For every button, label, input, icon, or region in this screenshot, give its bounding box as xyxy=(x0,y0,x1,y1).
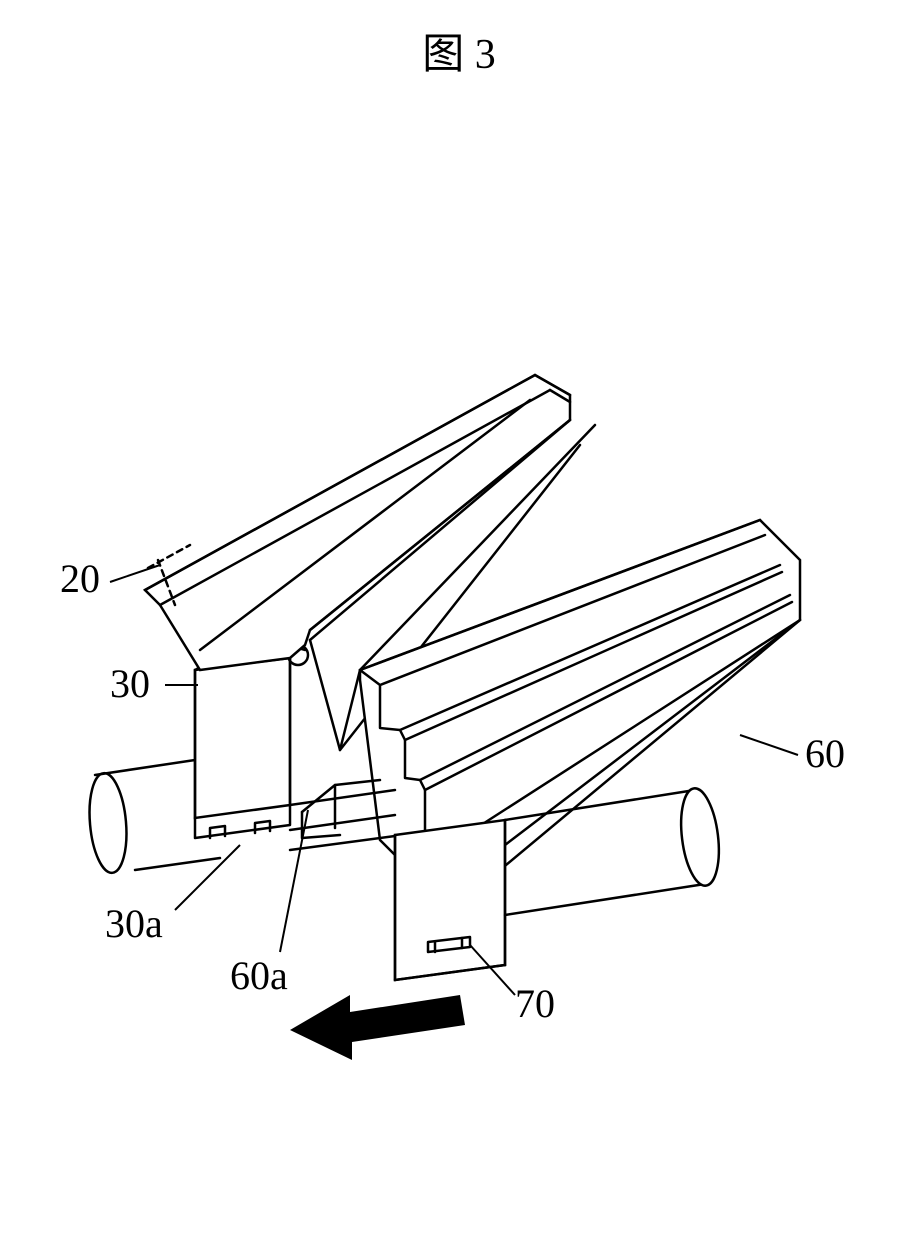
patent-figure-diagram: 20 30 30a 60a 60 70 xyxy=(40,340,870,1120)
figure-title: 图 3 xyxy=(422,20,496,81)
label-30: 30 xyxy=(110,660,150,707)
panel-60 xyxy=(360,520,800,881)
label-60: 60 xyxy=(805,730,845,777)
label-70: 70 xyxy=(515,980,555,1027)
channel-60a xyxy=(302,780,380,838)
diagram-svg xyxy=(40,340,870,1120)
direction-arrow xyxy=(290,995,465,1060)
label-20: 20 xyxy=(60,555,100,602)
label-60a: 60a xyxy=(230,952,288,999)
profile-30 xyxy=(195,645,308,838)
label-30a: 30a xyxy=(105,900,163,947)
bracket-70 xyxy=(395,820,505,980)
